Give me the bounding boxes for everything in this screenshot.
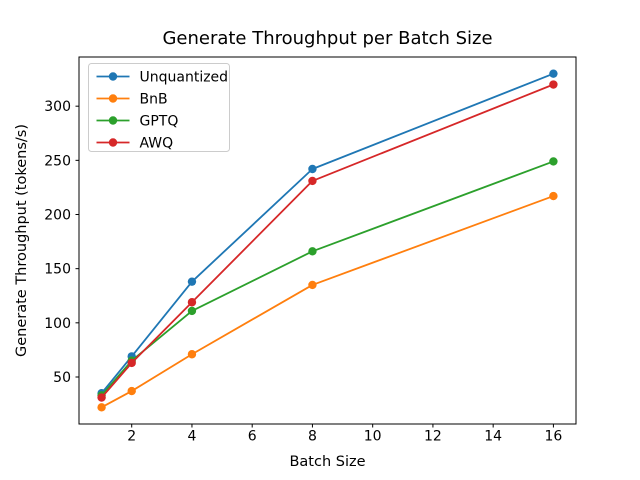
y-tick-label: 150 <box>44 262 71 278</box>
data-point-awq <box>127 358 136 368</box>
data-point-bnb <box>127 386 136 396</box>
data-point-bnb <box>187 350 197 359</box>
data-point-bnb <box>549 191 558 201</box>
data-point-bnb <box>308 280 317 290</box>
legend-label-bnb: BnB <box>140 92 168 108</box>
data-point-gptq <box>187 306 197 316</box>
legend-label-gptq: GPTQ <box>140 114 179 130</box>
x-tick-label: 16 <box>544 429 562 445</box>
legend-box <box>88 63 230 152</box>
x-axis-label: Batch Size <box>289 454 365 470</box>
y-tick-label: 300 <box>44 99 71 115</box>
y-tick-label: 250 <box>44 153 71 169</box>
data-point-awq <box>97 393 106 402</box>
x-tick-label: 14 <box>484 429 502 445</box>
legend-marker <box>108 72 118 81</box>
data-point-awq <box>549 80 558 89</box>
plot-border <box>78 56 577 425</box>
legend-marker <box>108 116 118 125</box>
legend-label-awq: AWQ <box>140 136 174 152</box>
series-line-bnb <box>101 195 554 409</box>
data-point-awq <box>308 176 317 186</box>
data-point-unquantized <box>187 277 197 286</box>
x-tick-label: 8 <box>308 429 317 445</box>
legend-marker <box>108 138 118 147</box>
data-point-awq <box>187 298 197 307</box>
legend-marker <box>108 94 118 103</box>
data-point-unquantized <box>308 164 317 174</box>
x-tick-label: 4 <box>187 429 196 445</box>
data-point-bnb <box>97 403 106 412</box>
legend-label-unquantized: Unquantized <box>140 70 229 86</box>
x-tick-label: 10 <box>364 429 382 445</box>
plot-area: 2 4 6 8 10 12 14 16 50 100 150 200 250 300 Unquantized… <box>44 56 577 445</box>
chart-title: Generate Throughput per Batch Size <box>162 28 492 49</box>
data-point-gptq <box>308 247 317 256</box>
y-axis-label: Generate Throughput (tokens/s) <box>14 124 30 357</box>
y-tick-label: 50 <box>53 370 71 386</box>
x-tick-label: 6 <box>248 429 257 445</box>
x-tick-label: 2 <box>127 429 136 445</box>
x-tick-label: 12 <box>424 429 442 445</box>
data-point-unquantized <box>549 69 558 78</box>
y-tick-label: 100 <box>44 316 71 332</box>
y-tick-label: 200 <box>44 208 71 224</box>
data-point-gptq <box>549 157 558 166</box>
